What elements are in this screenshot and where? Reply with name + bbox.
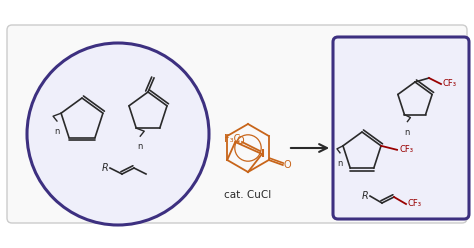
Text: R: R <box>101 163 108 173</box>
Text: CF₃: CF₃ <box>443 80 457 89</box>
Text: n: n <box>137 142 143 151</box>
Text: I: I <box>261 149 265 159</box>
FancyBboxPatch shape <box>333 37 469 219</box>
FancyBboxPatch shape <box>7 25 467 223</box>
Text: CF₃: CF₃ <box>399 145 413 154</box>
Text: cat. CuCl: cat. CuCl <box>224 190 272 200</box>
Text: n: n <box>337 159 343 168</box>
Text: O: O <box>284 160 292 170</box>
Text: F₃C: F₃C <box>224 134 240 144</box>
Text: n: n <box>405 127 410 137</box>
FancyArrowPatch shape <box>291 144 327 152</box>
Text: R: R <box>361 191 368 201</box>
Text: O: O <box>237 136 244 146</box>
Text: n: n <box>55 127 60 136</box>
Text: CF₃: CF₃ <box>408 199 422 209</box>
Ellipse shape <box>27 43 209 225</box>
